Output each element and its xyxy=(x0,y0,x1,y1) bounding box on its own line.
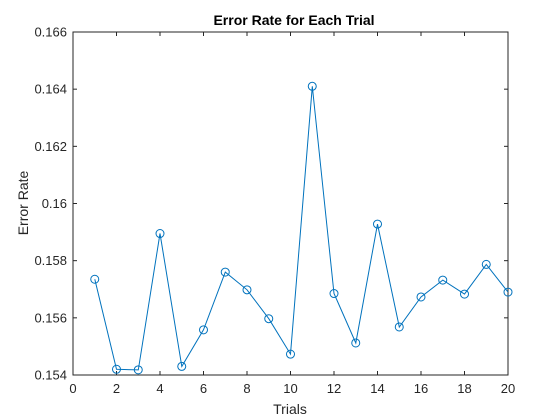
x-tick-label: 0 xyxy=(69,381,76,396)
x-tick-label: 18 xyxy=(457,381,471,396)
data-point-trial-8 xyxy=(242,285,252,295)
data-point-trial-19 xyxy=(481,259,491,269)
x-tick-label: 2 xyxy=(113,381,120,396)
y-tick-label: 0.16 xyxy=(42,196,67,211)
data-point-trial-10 xyxy=(286,349,295,359)
data-point-trial-2 xyxy=(112,364,121,374)
y-tick-label: 0.158 xyxy=(34,253,67,268)
data-point-trial-16 xyxy=(416,292,426,302)
x-tick-label: 6 xyxy=(200,381,207,396)
data-point-trial-9 xyxy=(264,314,274,324)
data-point-trial-6 xyxy=(199,325,208,335)
chart-title: Error Rate for Each Trial xyxy=(213,12,374,28)
data-point-trial-1 xyxy=(90,274,100,284)
x-tick-label: 10 xyxy=(283,381,297,396)
y-tick-label: 0.164 xyxy=(34,82,67,97)
y-tick-label: 0.166 xyxy=(34,25,67,40)
x-tick-label: 20 xyxy=(501,381,515,396)
data-point-trial-13 xyxy=(351,338,361,348)
x-tick-label: 4 xyxy=(156,381,163,396)
x-axis-title: Trials xyxy=(273,401,307,417)
data-point-trial-17 xyxy=(438,275,448,285)
data-point-trial-20 xyxy=(503,287,513,297)
data-point-trial-7 xyxy=(220,267,230,277)
plot-area-box xyxy=(72,31,509,376)
y-tick-label: 0.154 xyxy=(34,368,67,383)
series-layer xyxy=(90,81,513,375)
data-point-trial-12 xyxy=(329,289,339,299)
series-line xyxy=(94,86,509,371)
y-tick-label: 0.156 xyxy=(34,310,67,325)
y-axis: 0.154 0.156 0.158 0.16 0.162 0.164 0.166 xyxy=(34,25,508,383)
y-tick-label: 0.162 xyxy=(34,139,67,154)
data-point-trial-4 xyxy=(155,229,165,239)
x-tick-label: 12 xyxy=(327,381,341,396)
x-tick-label: 14 xyxy=(370,381,384,396)
data-point-trial-15 xyxy=(394,322,404,332)
x-tick-label: 16 xyxy=(414,381,428,396)
y-axis-title: Error Rate xyxy=(15,171,31,236)
data-point-trial-18 xyxy=(460,289,469,299)
data-point-trial-14 xyxy=(373,219,382,229)
data-point-trial-5 xyxy=(177,361,187,371)
x-tick-label: 8 xyxy=(243,381,250,396)
x-axis: 0 2 4 6 8 10 12 14 16 18 20 xyxy=(69,32,515,396)
data-point-trial-3 xyxy=(133,365,143,375)
data-point-trial-11 xyxy=(307,81,317,91)
